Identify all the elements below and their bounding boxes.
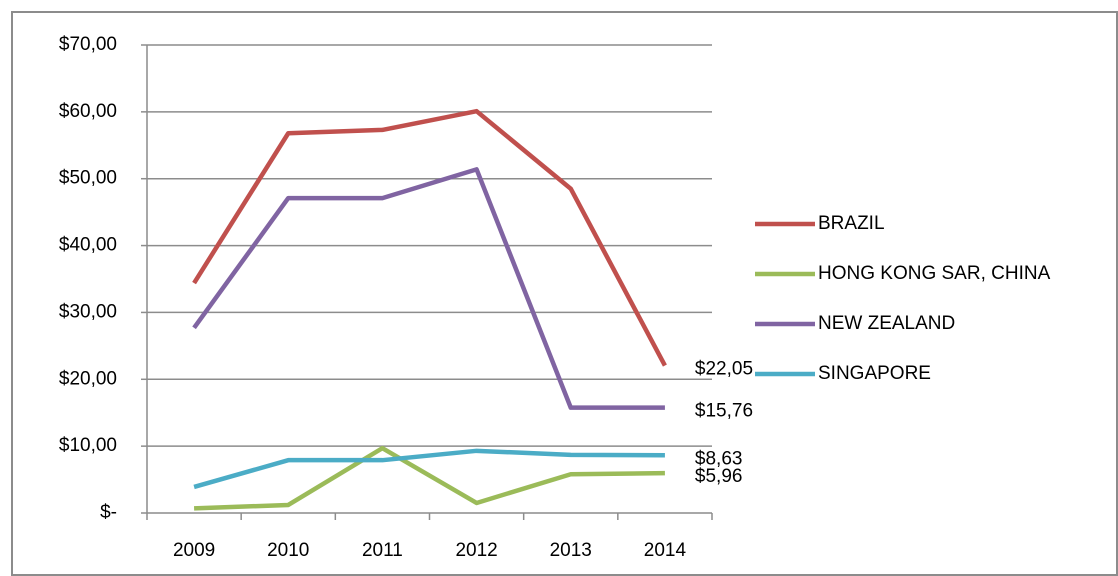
series-line <box>193 448 665 490</box>
y-tick-label: $70,00 <box>59 34 117 55</box>
x-tick-label: 2014 <box>644 540 687 561</box>
legend-label: SINGAPORE <box>818 363 931 384</box>
x-tick-label: 2012 <box>455 540 497 561</box>
series-line <box>194 445 665 511</box>
chart-border <box>11 11 1118 576</box>
series-line <box>192 108 667 367</box>
series-line <box>192 167 665 410</box>
legend-label: NEW ZEALAND <box>818 313 955 334</box>
x-tick-label: 2013 <box>550 540 592 561</box>
data-label: $22,05 <box>695 359 753 380</box>
y-tick-label: $10,00 <box>59 435 117 456</box>
data-label: $8,63 <box>695 448 743 469</box>
legend-label: HONG KONG SAR, CHINA <box>818 263 1051 284</box>
legend-label: BRAZIL <box>818 213 885 234</box>
x-tick-label: 2011 <box>362 540 403 561</box>
data-label: $5,96 <box>695 466 743 487</box>
y-tick-label: $20,00 <box>59 368 117 389</box>
y-tick-label: $30,00 <box>59 301 117 322</box>
data-label: $15,76 <box>695 401 753 422</box>
x-tick-label: 2009 <box>173 540 215 561</box>
y-tick-label: $40,00 <box>59 235 117 256</box>
y-tick-label: $50,00 <box>59 168 117 189</box>
y-tick-label: $- <box>100 502 117 523</box>
y-tick-label: $60,00 <box>59 101 117 122</box>
x-tick-label: 2010 <box>267 540 309 561</box>
